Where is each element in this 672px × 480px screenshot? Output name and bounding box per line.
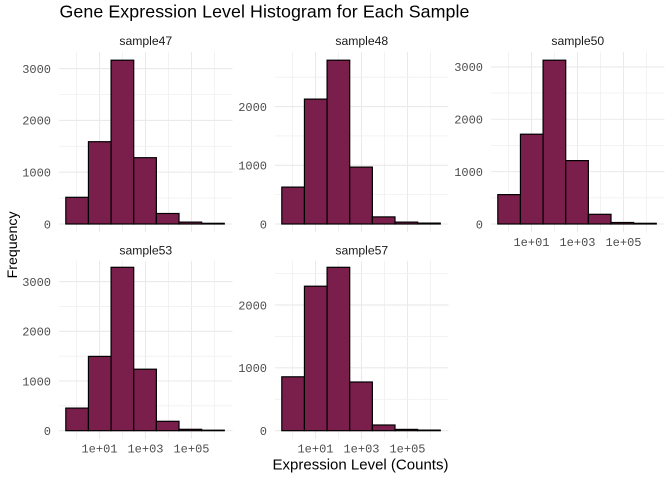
svg-text:1e+01: 1e+01 [513,236,549,250]
svg-text:1e+01: 1e+01 [297,443,333,457]
svg-text:1000: 1000 [454,166,483,180]
svg-text:2000: 2000 [238,101,267,115]
svg-text:0: 0 [44,218,51,232]
svg-text:2000: 2000 [22,115,51,129]
svg-text:1e+01: 1e+01 [81,443,117,457]
svg-text:0: 0 [260,425,267,439]
svg-text:sample50: sample50 [551,34,604,48]
svg-text:1000: 1000 [22,167,51,181]
svg-text:Gene Expression Level Histogra: Gene Expression Level Histogram for Each… [60,2,470,22]
svg-text:0: 0 [476,218,483,232]
svg-text:1000: 1000 [238,160,267,174]
svg-text:1e+03: 1e+03 [127,443,163,457]
svg-text:Frequency: Frequency [5,210,21,278]
svg-text:3000: 3000 [454,61,483,75]
svg-text:1e+03: 1e+03 [343,443,379,457]
svg-text:2000: 2000 [238,299,267,313]
svg-text:3000: 3000 [22,276,51,290]
svg-text:Expression Level (Counts): Expression Level (Counts) [273,456,449,473]
svg-text:1000: 1000 [238,362,267,376]
svg-text:sample53: sample53 [119,243,172,257]
svg-text:2000: 2000 [22,326,51,340]
svg-text:1e+05: 1e+05 [173,443,209,457]
svg-text:0: 0 [44,425,51,439]
svg-text:3000: 3000 [22,63,51,77]
svg-text:1e+03: 1e+03 [559,236,595,250]
svg-text:sample57: sample57 [335,243,388,257]
svg-text:sample48: sample48 [335,34,388,48]
svg-text:0: 0 [260,218,267,232]
svg-text:1e+05: 1e+05 [389,443,425,457]
svg-text:1e+05: 1e+05 [605,236,641,250]
svg-text:1000: 1000 [22,375,51,389]
svg-text:2000: 2000 [454,114,483,128]
svg-text:sample47: sample47 [119,34,172,48]
